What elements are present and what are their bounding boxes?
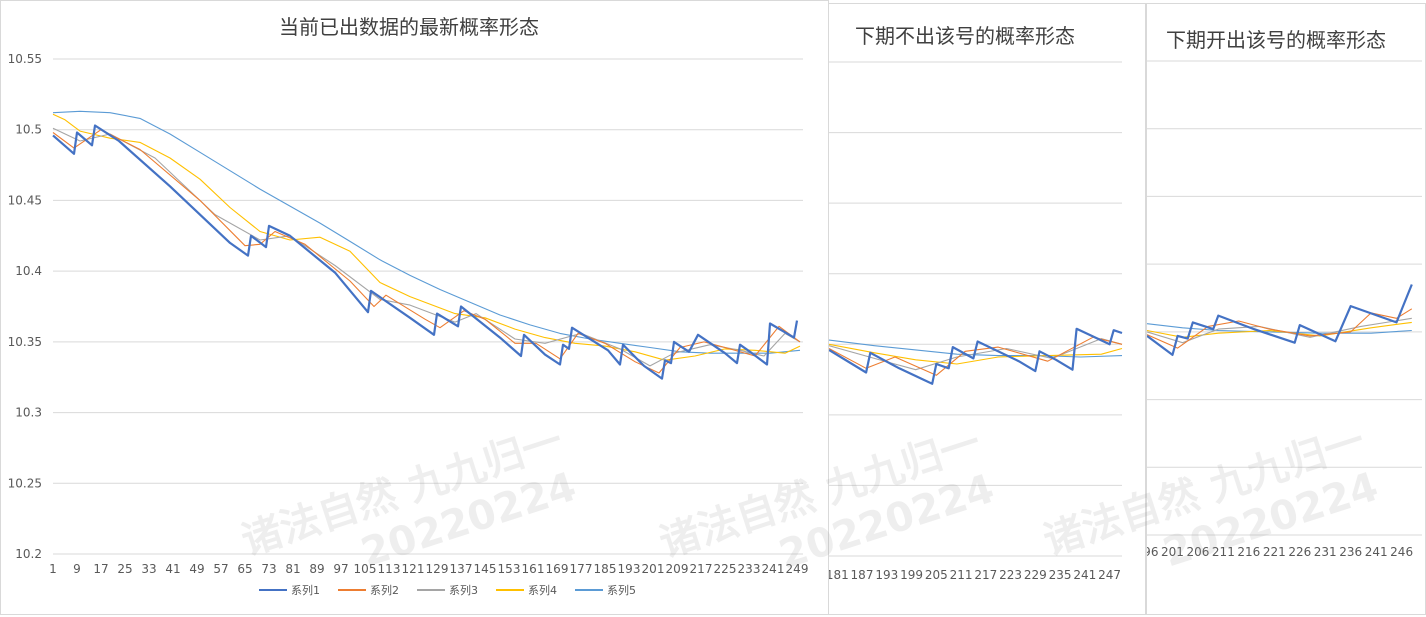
x-tick-label: 211 bbox=[1212, 545, 1235, 559]
legend-item-series4: 系列4 bbox=[496, 582, 557, 598]
series-line-1 bbox=[1147, 284, 1413, 356]
x-tick-label: 201 bbox=[642, 562, 665, 576]
y-tick-label: 10.5 bbox=[15, 123, 42, 137]
x-tick-label: 235 bbox=[1049, 568, 1072, 582]
series-line-5 bbox=[52, 110, 801, 354]
x-tick-label: 225 bbox=[714, 562, 737, 576]
x-tick-label: 223 bbox=[999, 568, 1022, 582]
legend-item-series2: 系列2 bbox=[338, 582, 399, 598]
next-hit-chart-panel: 下期开出该号的概率形态 1962012062112162212262312362… bbox=[1146, 3, 1426, 615]
y-tick-label: 10.35 bbox=[8, 335, 42, 349]
legend-label: 系列5 bbox=[607, 584, 636, 597]
legend-item-series3: 系列3 bbox=[417, 582, 478, 598]
next-hit-chart-svg: 196201206211216221226231236241246 bbox=[1147, 60, 1422, 559]
x-tick-label: 199 bbox=[900, 568, 923, 582]
x-tick-label: 57 bbox=[213, 562, 228, 576]
x-tick-label: 209 bbox=[666, 562, 689, 576]
y-tick-label: 10.25 bbox=[8, 476, 42, 490]
x-tick-label: 153 bbox=[498, 562, 521, 576]
legend-swatch bbox=[338, 589, 366, 591]
x-tick-label: 9 bbox=[73, 562, 81, 576]
chart-legend: 系列1 系列2 系列3 系列4 系列5 bbox=[259, 582, 636, 598]
legend-label: 系列3 bbox=[449, 584, 478, 597]
legend-label: 系列4 bbox=[528, 584, 557, 597]
series-line-4 bbox=[52, 113, 801, 361]
main-chart-panel: 当前已出数据的最新概率形态 10.2 10.25 10.3 10.35 10.4 10.4… bbox=[0, 0, 829, 615]
x-tick-label: 241 bbox=[1073, 568, 1096, 582]
y-tick-label: 10.2 bbox=[15, 547, 42, 561]
y-tick-label: 10.4 bbox=[15, 264, 42, 278]
x-tick-label: 236 bbox=[1339, 545, 1362, 559]
x-tick-label: 121 bbox=[402, 562, 425, 576]
main-chart-svg: 10.2 10.25 10.3 10.35 10.4 10.45 10.5 10.55 1 9 17… bbox=[8, 52, 809, 576]
chart-title: 下期开出该号的概率形态 bbox=[1166, 28, 1386, 52]
x-tick-label: 216 bbox=[1237, 545, 1260, 559]
x-tick-label: 33 bbox=[141, 562, 156, 576]
x-tick-label: 201 bbox=[1161, 545, 1184, 559]
series-line-2 bbox=[1147, 308, 1413, 349]
x-tick-label: 249 bbox=[786, 562, 809, 576]
x-tick-label: 217 bbox=[690, 562, 713, 576]
x-tick-label: 241 bbox=[1365, 545, 1388, 559]
series-line-5 bbox=[1147, 323, 1412, 334]
x-tick-label: 81 bbox=[285, 562, 300, 576]
x-tick-label: 73 bbox=[261, 562, 276, 576]
legend-swatch bbox=[259, 589, 287, 591]
next-miss-chart-panel: 下期不出该号的概率形态 1811871931992052112172232292… bbox=[828, 3, 1146, 615]
y-tick-label: 10.3 bbox=[15, 406, 42, 420]
legend-label: 系列1 bbox=[291, 584, 320, 597]
x-tick-label: 25 bbox=[117, 562, 132, 576]
x-tick-label: 241 bbox=[762, 562, 785, 576]
x-tick-label: 65 bbox=[237, 562, 252, 576]
x-tick-label: 161 bbox=[522, 562, 545, 576]
x-tick-label: 196 bbox=[1147, 545, 1158, 559]
x-tick-label: 206 bbox=[1186, 545, 1209, 559]
legend-item-series5: 系列5 bbox=[575, 582, 636, 598]
legend-swatch bbox=[417, 589, 445, 591]
x-tick-label: 129 bbox=[426, 562, 449, 576]
series-line-1 bbox=[829, 327, 1123, 385]
series-line-4 bbox=[829, 343, 1123, 365]
x-tick-label: 193 bbox=[875, 568, 898, 582]
x-tick-label: 17 bbox=[93, 562, 108, 576]
x-tick-label: 1 bbox=[49, 562, 57, 576]
legend-label: 系列2 bbox=[370, 584, 399, 597]
x-tick-label: 169 bbox=[546, 562, 569, 576]
x-tick-label: 137 bbox=[450, 562, 473, 576]
x-tick-label: 89 bbox=[309, 562, 324, 576]
x-tick-label: 97 bbox=[333, 562, 348, 576]
series-line-2 bbox=[52, 129, 801, 374]
x-tick-label: 177 bbox=[570, 562, 593, 576]
series-line-2 bbox=[829, 336, 1123, 376]
y-tick-label: 10.55 bbox=[8, 52, 42, 66]
x-tick-label: 185 bbox=[594, 562, 617, 576]
x-tick-label: 217 bbox=[974, 568, 997, 582]
x-tick-label: 145 bbox=[474, 562, 497, 576]
chart-title: 下期不出该号的概率形态 bbox=[855, 24, 1075, 48]
x-tick-label: 247 bbox=[1098, 568, 1121, 582]
x-tick-label: 226 bbox=[1288, 545, 1311, 559]
x-tick-label: 41 bbox=[165, 562, 180, 576]
x-tick-label: 105 bbox=[354, 562, 377, 576]
chart-title: 当前已出数据的最新概率形态 bbox=[279, 15, 539, 39]
x-tick-label: 229 bbox=[1024, 568, 1047, 582]
x-tick-label: 231 bbox=[1314, 545, 1337, 559]
legend-item-series1: 系列1 bbox=[259, 582, 320, 598]
x-tick-label: 221 bbox=[1263, 545, 1286, 559]
x-tick-label: 181 bbox=[829, 568, 849, 582]
x-tick-label: 211 bbox=[950, 568, 973, 582]
next-miss-chart-svg: 181187193199205211217223229235241247 bbox=[829, 61, 1123, 582]
legend-swatch bbox=[496, 589, 524, 591]
x-tick-label: 233 bbox=[738, 562, 761, 576]
x-tick-label: 246 bbox=[1390, 545, 1413, 559]
series-line-3 bbox=[829, 338, 1123, 371]
x-tick-label: 187 bbox=[851, 568, 874, 582]
legend-swatch bbox=[575, 589, 603, 591]
x-tick-label: 113 bbox=[378, 562, 401, 576]
x-tick-label: 193 bbox=[618, 562, 641, 576]
series-line-1 bbox=[52, 124, 799, 380]
x-tick-label: 205 bbox=[925, 568, 948, 582]
y-tick-label: 10.45 bbox=[8, 193, 42, 207]
x-tick-label: 49 bbox=[189, 562, 204, 576]
